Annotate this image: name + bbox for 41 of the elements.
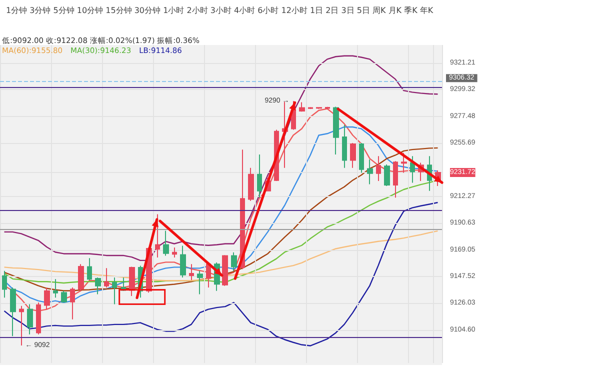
- candlestick: [197, 270, 203, 295]
- candlestick: [393, 160, 398, 198]
- candlestick: [325, 106, 330, 110]
- text: 1分钟 3分钟 5分钟 10分钟 15分钟 30分钟 1小时 2小时 3小时 4小时 6小时 12小时 1日 2日 3日 5日 周K 月K 季K 年K: [6, 5, 434, 16]
- candlestick: [401, 152, 407, 174]
- candlestick: [19, 305, 24, 346]
- candlestick: [189, 264, 194, 281]
- candlestick: [333, 106, 339, 156]
- candlestick: [376, 156, 381, 182]
- candlestick: [78, 264, 84, 292]
- candlestick: [70, 287, 75, 320]
- candlestick: [231, 252, 237, 272]
- candlestick: [44, 287, 50, 310]
- candlestick: [257, 154, 262, 198]
- candlestick: [112, 276, 117, 305]
- candlestick: [163, 230, 169, 256]
- candlestick: [172, 246, 177, 258]
- candlestick: [248, 167, 254, 202]
- candlestick: [27, 304, 33, 335]
- candlestick: [206, 264, 211, 288]
- candlestick: [410, 156, 415, 184]
- candlestick: [384, 164, 390, 187]
- candlestick: [36, 302, 41, 335]
- candlestick: [350, 142, 356, 168]
- candlestick: [299, 102, 305, 112]
- candlestick: [2, 270, 7, 298]
- candlestick: [222, 254, 228, 286]
- candlestick: [342, 124, 347, 168]
- candlestick: [95, 276, 101, 295]
- candlestick: [87, 258, 92, 281]
- candlestick: [308, 106, 313, 110]
- candlestick: [316, 106, 322, 110]
- candlestick: [367, 158, 373, 185]
- candlestick: [104, 268, 109, 288]
- candlestick: [180, 245, 186, 278]
- candlestick: [129, 266, 135, 296]
- candlestick: [10, 287, 16, 337]
- candlestick: [61, 290, 67, 304]
- candlestick: [53, 278, 58, 298]
- candlestick: [155, 214, 160, 258]
- candlestick: [359, 142, 364, 174]
